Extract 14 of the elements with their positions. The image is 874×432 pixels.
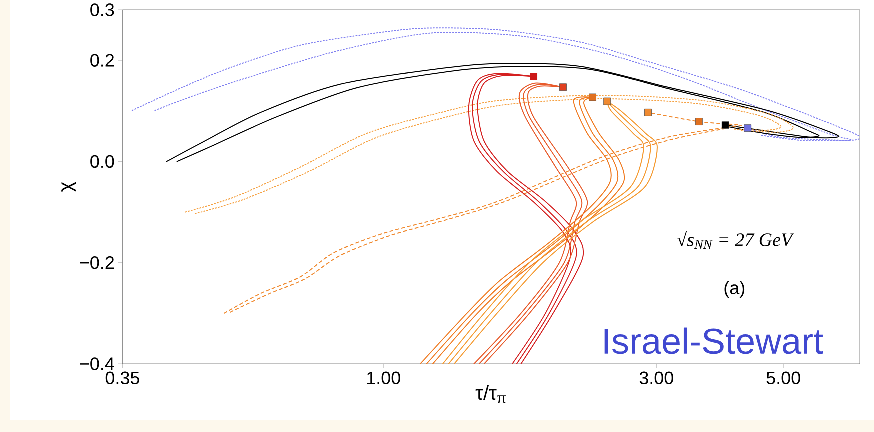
annotation: √s$_{NN}$ = 27 GeV	[677, 231, 794, 249]
x-tick-label: 0.35	[106, 372, 140, 385]
x-tick-label: 3.00	[640, 372, 674, 385]
y-tick-label: −0.4	[80, 358, 114, 370]
x-tick-label: 1.00	[367, 372, 400, 385]
y-tick-label: −0.2	[80, 256, 114, 270]
annotation: Israel-Stewart	[604, 328, 824, 354]
annotation: (a)	[724, 281, 745, 298]
y-axis-title: χ	[62, 182, 76, 192]
y-tick-label: 0.3	[90, 4, 114, 16]
y-tick-label: 0.0	[90, 155, 114, 168]
x-tick-label: 5.00	[766, 372, 800, 385]
y-tick-label: 0.2	[90, 54, 114, 67]
x-axis-title: τ/τ$_{π}$	[476, 385, 506, 404]
